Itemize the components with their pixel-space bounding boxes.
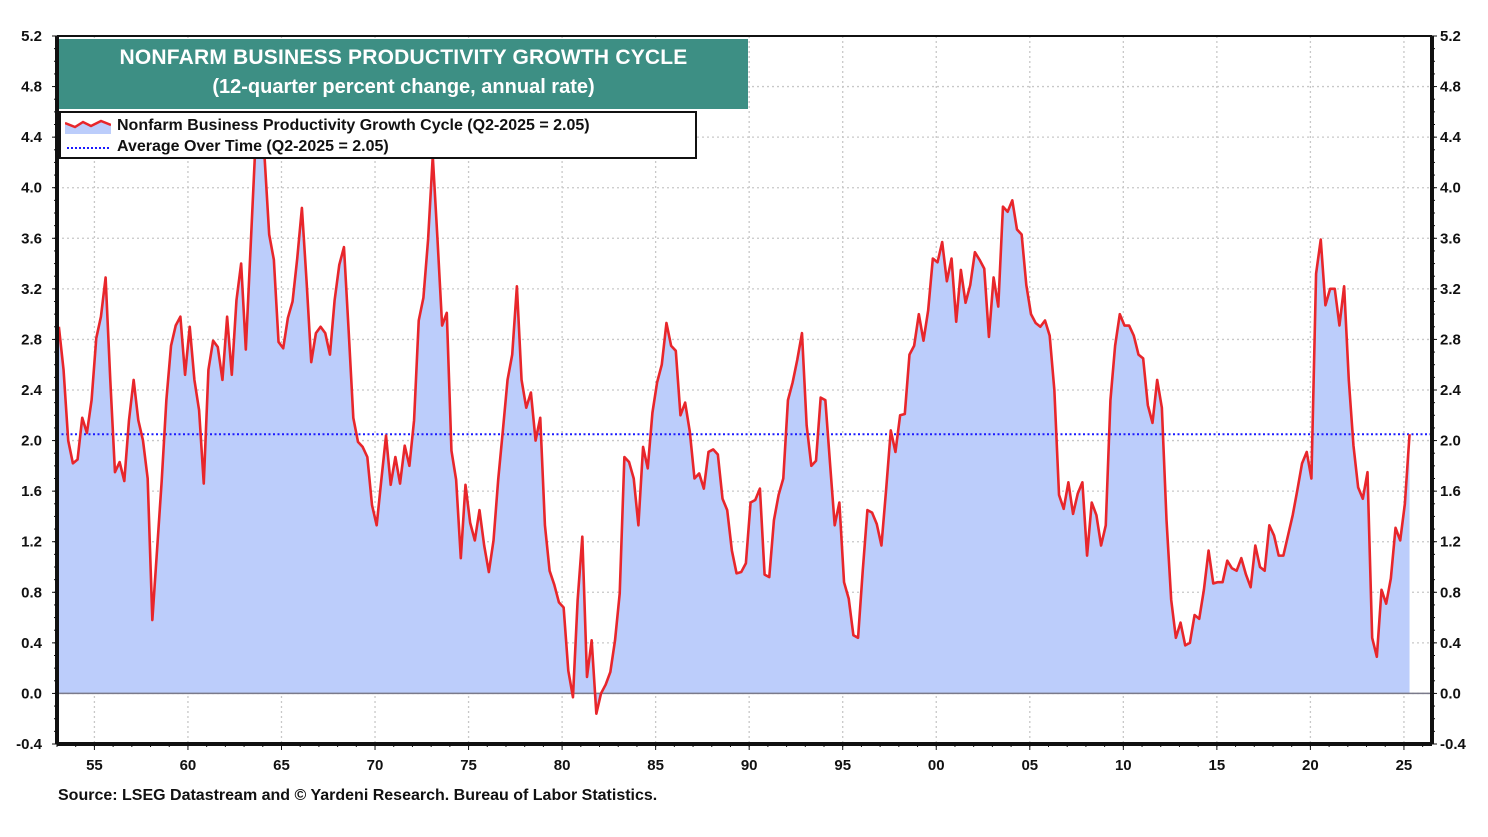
y-tick-label-right: 1.2 [1440, 534, 1461, 551]
x-tick-label: 75 [460, 757, 477, 774]
series-area [58, 137, 1410, 714]
y-tick-label-right: 2.8 [1440, 331, 1461, 348]
x-tick-label: 85 [647, 757, 664, 774]
y-tick-label-left: 2.4 [21, 382, 43, 399]
chart-title: NONFARM BUSINESS PRODUCTIVITY GROWTH CYC… [119, 46, 688, 69]
legend-swatch-dotted-line-icon [67, 147, 109, 149]
x-tick-label: 10 [1115, 757, 1132, 774]
y-tick-label-left: 4.8 [21, 79, 42, 96]
x-tick-label: 20 [1302, 757, 1319, 774]
y-tick-label-left: 0.8 [21, 584, 42, 601]
x-tick-label: 00 [928, 757, 945, 774]
y-tick-label-left: 5.2 [21, 28, 42, 45]
y-tick-label-right: 4.4 [1440, 129, 1462, 146]
axis-ticks [52, 35, 1437, 750]
chart-subtitle: (12-quarter percent change, annual rate) [212, 76, 595, 98]
legend-label-series: Nonfarm Business Productivity Growth Cyc… [117, 117, 590, 134]
legend-item-series: Nonfarm Business Productivity Growth Cyc… [65, 116, 590, 136]
y-tick-label-left: 0.4 [21, 635, 43, 652]
chart-title-box: NONFARM BUSINESS PRODUCTIVITY GROWTH CYC… [59, 39, 748, 109]
y-tick-label-left: 2.8 [21, 331, 42, 348]
legend-swatch-area-icon [65, 119, 111, 134]
y-tick-label-left: 4.0 [21, 180, 42, 197]
y-tick-label-right: -0.4 [1440, 736, 1467, 753]
legend-item-average: Average Over Time (Q2-2025 = 2.05) [65, 137, 389, 157]
axis-labels: -0.4 -0.4 0.0 0.0 0.4 0.4 0.8 0.8 1.2 1.2 1.6 1.6 2.… [16, 28, 1466, 774]
x-tick-label: 70 [367, 757, 384, 774]
y-tick-label-right: 1.6 [1440, 483, 1461, 500]
x-tick-label: 60 [180, 757, 197, 774]
x-tick-label: 90 [741, 757, 758, 774]
y-tick-label-left: 1.2 [21, 534, 42, 551]
y-tick-label-right: 3.2 [1440, 281, 1461, 298]
y-tick-label-right: 0.0 [1440, 685, 1461, 702]
x-tick-label: 80 [554, 757, 571, 774]
y-tick-label-left: 0.0 [21, 685, 42, 702]
y-tick-label-left: 2.0 [21, 433, 42, 450]
x-tick-label: 65 [273, 757, 290, 774]
x-tick-label: 05 [1021, 757, 1038, 774]
y-tick-label-left: 3.2 [21, 281, 42, 298]
series-line [57, 135, 1411, 715]
x-tick-label: 25 [1396, 757, 1413, 774]
y-tick-label-right: 0.8 [1440, 584, 1461, 601]
y-tick-label-right: 2.0 [1440, 433, 1461, 450]
x-tick-label: 95 [834, 757, 851, 774]
y-tick-label-right: 2.4 [1440, 382, 1462, 399]
y-tick-label-left: 4.4 [21, 129, 43, 146]
y-tick-label-left: 1.6 [21, 483, 42, 500]
source-note: Source: LSEG Datastream and © Yardeni Re… [58, 787, 658, 804]
legend: Nonfarm Business Productivity Growth Cyc… [59, 111, 697, 159]
series-area-layer [58, 137, 1410, 714]
y-tick-label-left: 3.6 [21, 230, 42, 247]
y-tick-label-right: 4.8 [1440, 79, 1461, 96]
y-tick-label-right: 0.4 [1440, 635, 1462, 652]
x-tick-label: 55 [86, 757, 103, 774]
series-line-layer [57, 135, 1411, 715]
x-tick-label: 15 [1209, 757, 1226, 774]
y-tick-label-right: 4.0 [1440, 180, 1461, 197]
y-tick-label-left: -0.4 [16, 736, 43, 753]
legend-label-average: Average Over Time (Q2-2025 = 2.05) [117, 138, 389, 155]
y-tick-label-right: 5.2 [1440, 28, 1461, 45]
y-tick-label-right: 3.6 [1440, 230, 1461, 247]
